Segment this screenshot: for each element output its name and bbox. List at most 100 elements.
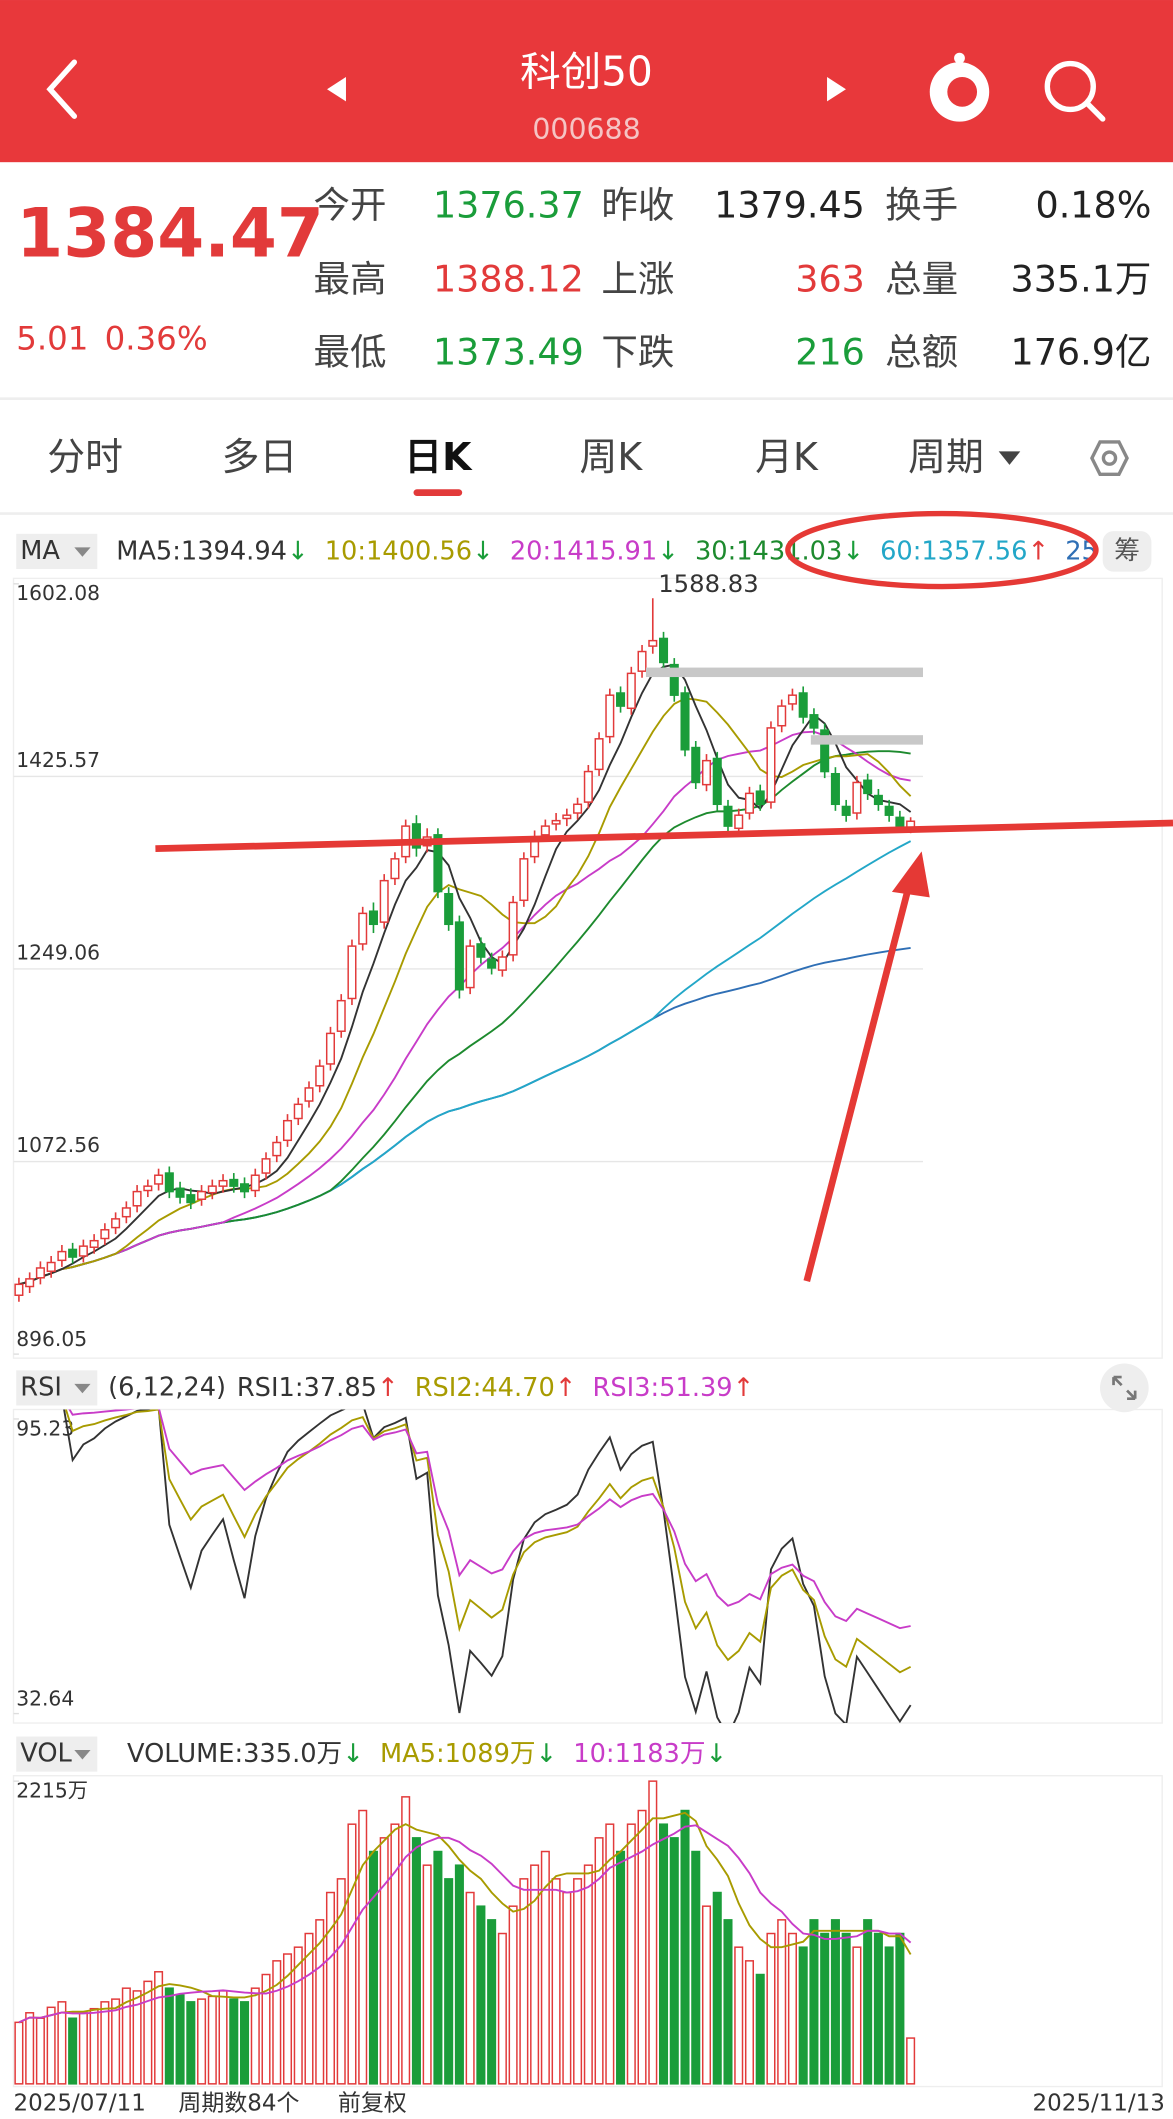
legend-label: 10: [573, 1739, 614, 1769]
candle-body [111, 1218, 121, 1229]
candle-body [884, 805, 894, 816]
candle-body [895, 816, 905, 827]
tab[interactable]: 月K [755, 435, 819, 479]
indicator-button-label: MA [20, 536, 60, 566]
candle-body [390, 858, 400, 880]
volume-bar [884, 1946, 894, 2085]
volume-bar [57, 2001, 67, 2085]
volume-bar [46, 2006, 56, 2085]
legend-label: MA5: [380, 1739, 445, 1769]
volume-bar [723, 1919, 733, 2085]
candle-body [411, 823, 421, 849]
candle-body [379, 879, 389, 923]
tab[interactable]: 日K [404, 435, 473, 479]
volume-bar [143, 1980, 153, 2085]
field-label: 下跌 [601, 331, 674, 374]
volume-bar [315, 1919, 325, 2085]
candle-body [487, 958, 497, 969]
legend-value: 1415.91 [551, 536, 657, 566]
candle-body [207, 1185, 217, 1194]
candle-body [347, 945, 357, 1000]
candle-body [57, 1250, 67, 1262]
prev-button[interactable] [327, 77, 346, 102]
tab[interactable]: 多日 [222, 435, 298, 479]
rsi-plot [63, 1409, 912, 1724]
y-tick-label: 95.23 [16, 1416, 74, 1440]
volume-bar [476, 1905, 486, 2085]
candle-body [358, 912, 368, 945]
volume-bar [154, 1971, 164, 2085]
candle-body [282, 1119, 293, 1142]
dropdown-arrow [998, 451, 1021, 465]
next-button[interactable] [827, 77, 846, 102]
volume-bar [229, 1998, 239, 2085]
legend-item: RSI1:37.85↑ [237, 1372, 399, 1402]
candle-body [261, 1158, 271, 1174]
volume-bar [744, 1960, 755, 2085]
volume-bar [164, 1987, 174, 2085]
volume-bar [465, 1891, 475, 2085]
field-value: 0.18% [1036, 183, 1152, 226]
candle-body [132, 1190, 142, 1207]
field-value: 1376.37 [433, 183, 584, 226]
volume-bar [530, 1864, 540, 2085]
candle-body [551, 819, 561, 825]
volume-bar [35, 2017, 45, 2085]
legend-item: 30:1431.03↓ [695, 536, 864, 566]
dropdown-arrow [74, 1383, 91, 1394]
vol-chart-frame [12, 1775, 1163, 2088]
candle-body [218, 1179, 228, 1187]
candle-body [680, 692, 690, 751]
field-label: 最高 [314, 258, 387, 301]
candle-body [121, 1207, 131, 1218]
legend-arrow: ↑ [377, 1372, 399, 1402]
volume-bar [197, 1998, 207, 2085]
candle-body [433, 834, 443, 893]
candle-body [175, 1187, 185, 1198]
candle-body [809, 714, 819, 729]
candle-body [46, 1261, 56, 1272]
volume-bar [444, 1878, 454, 2085]
volume-bar [411, 1837, 421, 2085]
candle-body [293, 1103, 303, 1120]
tab[interactable]: 周K [580, 435, 644, 479]
volume-bar [78, 2012, 88, 2085]
tab[interactable]: 周期 [908, 435, 984, 479]
assistant-icon[interactable] [929, 52, 990, 122]
settings-icon[interactable] [1090, 440, 1129, 477]
ma-line [18, 947, 911, 1286]
legend-value: 335.0万 [243, 1739, 342, 1769]
volume-bar [454, 1864, 464, 2085]
chip-button[interactable] [1102, 531, 1152, 572]
rsi-chart-frame [12, 1408, 1163, 1724]
price-plot [14, 598, 916, 1302]
search-button[interactable] [1044, 60, 1106, 122]
volume-bar [282, 1953, 293, 2085]
volume-bar [605, 1823, 615, 2085]
tab[interactable]: 分时 [47, 435, 123, 479]
dropdown-arrow [74, 1750, 91, 1760]
volume-bar [616, 1850, 626, 2085]
volume-bar [573, 1878, 583, 2085]
candle-body [143, 1185, 153, 1192]
ma-line [18, 663, 912, 1286]
indicator-button-label: VOL [20, 1739, 72, 1769]
volume-bar [25, 2012, 35, 2085]
period-count: 周期数84个 [178, 2091, 299, 2117]
candle-body [465, 945, 475, 989]
candle-body [637, 650, 647, 672]
expand-button[interactable] [1100, 1363, 1149, 1413]
candle-body [240, 1183, 250, 1193]
legend-item: RSI3:51.39↑ [593, 1372, 755, 1402]
annotation-circle [785, 510, 1099, 590]
volume-bar [497, 1932, 507, 2085]
candle-body [648, 639, 658, 647]
candle-body [368, 910, 378, 926]
candle-body [787, 694, 797, 705]
legend-value: 51.39 [659, 1372, 732, 1402]
candle-body [820, 729, 830, 773]
dropdown-arrow [74, 547, 91, 557]
candle-body [250, 1174, 260, 1192]
back-button[interactable] [46, 59, 78, 119]
